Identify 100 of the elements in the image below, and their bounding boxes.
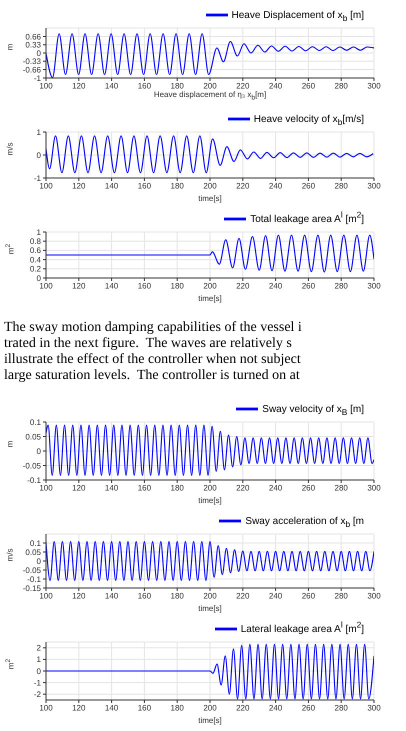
x-tick-label: 180 bbox=[170, 182, 184, 191]
x-tick-label: 100 bbox=[39, 82, 54, 91]
y-tick-label: 0.05 bbox=[25, 548, 42, 557]
x-tick-label: 140 bbox=[104, 82, 119, 91]
x-tick-label: 200 bbox=[203, 592, 218, 601]
x-axis-title: time[s] bbox=[198, 716, 222, 725]
x-axis-title: time[s] bbox=[198, 496, 222, 505]
x-tick-label: 180 bbox=[170, 704, 184, 713]
y-tick-label: -2 bbox=[34, 690, 42, 700]
x-tick-label: 180 bbox=[170, 592, 184, 601]
y-tick-label: 0.33 bbox=[25, 40, 42, 50]
legend-label: Total leakage area A$^{l}$ [m$^{2}$] bbox=[250, 209, 364, 225]
x-tick-label: 220 bbox=[236, 82, 250, 91]
x-axis-title: Heave displacement of η₃ x$_{b}$[m] bbox=[154, 90, 266, 102]
x-tick-label: 200 bbox=[203, 182, 218, 191]
x-tick-label: 140 bbox=[104, 592, 119, 601]
line-series bbox=[46, 424, 374, 476]
x-tick-label: 220 bbox=[236, 592, 250, 601]
y-tick-label: 2 bbox=[36, 644, 42, 653]
x-tick-label: 260 bbox=[302, 182, 316, 191]
x-tick-label: 160 bbox=[138, 484, 152, 493]
x-tick-label: 180 bbox=[170, 82, 184, 91]
x-tick-label: 260 bbox=[302, 704, 316, 713]
y-tick-label: -0.05 bbox=[22, 461, 42, 470]
x-tick-label: 300 bbox=[367, 592, 382, 601]
line-series bbox=[46, 541, 374, 581]
x-tick-label: 140 bbox=[104, 282, 119, 291]
y-tick-label: 1 bbox=[36, 228, 42, 237]
text: trated in the next figure. The waves are relatively s bbox=[4, 336, 292, 351]
x-tick-label: 280 bbox=[334, 592, 348, 601]
y-tick-label: 0 bbox=[36, 666, 42, 676]
x-tick-label: 240 bbox=[268, 704, 283, 713]
x-tick-label: 100 bbox=[39, 282, 54, 291]
x-tick-label: 120 bbox=[72, 484, 86, 493]
text: The sway motion damping capabilities of the vessel i bbox=[4, 320, 302, 335]
x-tick-label: 200 bbox=[203, 282, 218, 291]
x-tick-label: 200 bbox=[203, 82, 218, 91]
y-tick-label: -1 bbox=[34, 174, 42, 183]
y-tick-label: -0.33 bbox=[22, 57, 42, 66]
x-tick-label: 220 bbox=[236, 282, 250, 291]
x-tick-label: 100 bbox=[39, 592, 54, 601]
y-tick-label: 0 bbox=[36, 274, 42, 283]
text: large saturation levels. The controller is turned on at bbox=[4, 368, 300, 383]
x-axis-title: time[s] bbox=[198, 194, 222, 203]
y-tick-label: 0 bbox=[36, 446, 42, 456]
x-tick-label: 240 bbox=[268, 82, 283, 91]
y-tick-label: 0.1 bbox=[30, 538, 42, 548]
legend-label: Heave Displacement of x$_{b}$ [m] bbox=[232, 10, 364, 23]
y-tick-label: 1 bbox=[36, 128, 42, 137]
y-tick-label: 0 bbox=[36, 556, 42, 566]
x-tick-label: 260 bbox=[302, 282, 316, 291]
x-axis-title: time[s] bbox=[198, 294, 222, 303]
y-tick-label: -1 bbox=[34, 74, 42, 83]
x-tick-label: 140 bbox=[104, 704, 119, 713]
y-tick-label: 0.1 bbox=[30, 418, 42, 427]
x-tick-label: 300 bbox=[367, 282, 382, 291]
y-tick-label: -0.1 bbox=[27, 476, 42, 485]
x-tick-label: 100 bbox=[39, 484, 54, 493]
x-tick-label: 280 bbox=[334, 484, 348, 493]
x-tick-label: 120 bbox=[72, 182, 86, 191]
legend-label: Heave velocity of x$_{b}$[m/s] bbox=[254, 114, 364, 127]
y-tick-label: -0.66 bbox=[22, 65, 42, 74]
y-tick-label: 0 bbox=[36, 48, 42, 58]
x-tick-label: 280 bbox=[334, 282, 348, 291]
y-tick-label: -1 bbox=[34, 678, 42, 688]
x-tick-label: 100 bbox=[39, 182, 54, 191]
x-tick-label: 120 bbox=[72, 282, 86, 291]
x-tick-label: 260 bbox=[302, 592, 316, 601]
x-tick-label: 220 bbox=[236, 182, 250, 191]
x-tick-label: 120 bbox=[72, 704, 86, 713]
x-tick-label: 220 bbox=[236, 704, 250, 713]
y-tick-label: 0.05 bbox=[25, 432, 42, 442]
x-tick-label: 160 bbox=[138, 592, 152, 601]
x-axis-title: time[s] bbox=[198, 604, 222, 613]
x-tick-label: 120 bbox=[72, 82, 86, 91]
x-tick-label: 300 bbox=[367, 704, 382, 713]
line-series bbox=[46, 644, 374, 700]
legend-label: Lateral leakage area A$^{l}$ [m$^{2}$] bbox=[240, 619, 364, 635]
text: illustrate the effect of the controller when not subject bbox=[4, 352, 301, 367]
y-tick-label: -0.15 bbox=[22, 584, 42, 593]
y-tick-label: 0.66 bbox=[25, 32, 42, 42]
x-tick-label: 240 bbox=[268, 592, 283, 601]
x-tick-label: 300 bbox=[367, 484, 382, 493]
x-tick-label: 300 bbox=[367, 182, 382, 191]
x-tick-label: 160 bbox=[138, 182, 152, 191]
y-tick-label: -0.1 bbox=[27, 574, 42, 584]
x-tick-label: 140 bbox=[104, 182, 119, 191]
y-tick-label: 0.2 bbox=[30, 264, 42, 274]
y-tick-label: 0.6 bbox=[30, 246, 42, 256]
x-tick-label: 240 bbox=[268, 182, 283, 191]
y-tick-label: -0.05 bbox=[22, 566, 42, 575]
y-axis-title: m/s bbox=[6, 548, 14, 562]
x-tick-label: 180 bbox=[170, 484, 184, 493]
x-tick-label: 140 bbox=[104, 484, 119, 493]
y-tick-label: 1 bbox=[36, 655, 42, 664]
x-tick-label: 100 bbox=[39, 704, 54, 713]
y-tick-label: 0.4 bbox=[30, 255, 42, 264]
x-tick-label: 200 bbox=[203, 484, 218, 493]
legend-label: Sway acceleration of x$_{b}$ [m bbox=[245, 516, 364, 529]
x-tick-label: 280 bbox=[334, 704, 348, 713]
